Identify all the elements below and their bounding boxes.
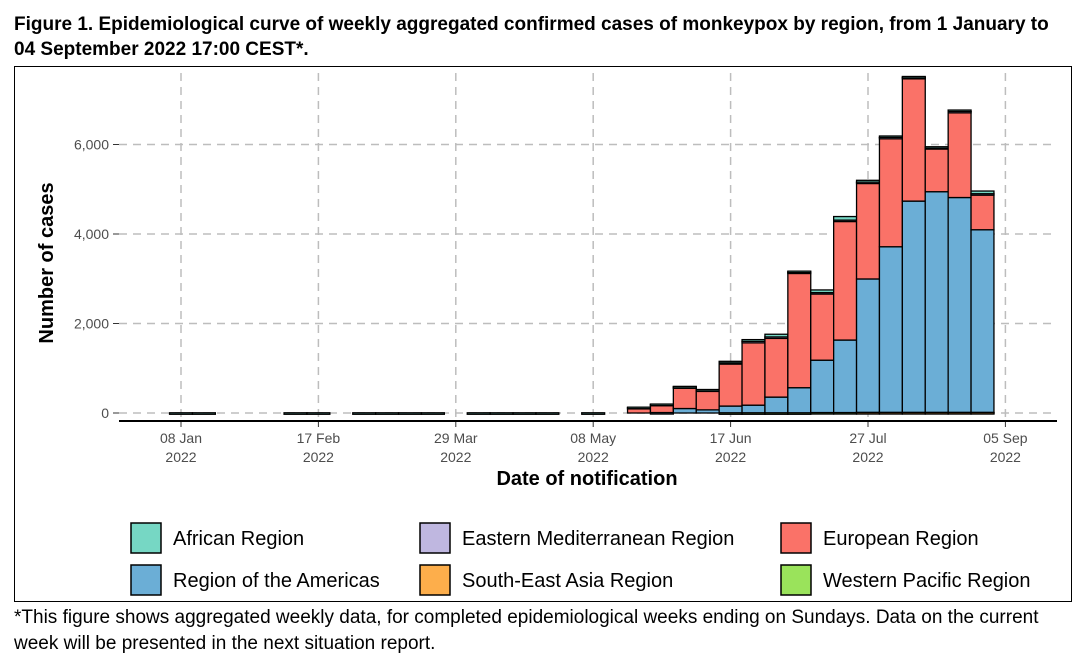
x-tick-label-year: 2022 [303, 449, 334, 465]
bar-segment [672, 407, 697, 414]
bar-segment [764, 333, 789, 338]
bar-segment [833, 339, 858, 414]
bar-segment [695, 388, 720, 392]
bar-segment [855, 278, 881, 413]
legend-label: African Region [173, 528, 304, 550]
legend-swatch [419, 522, 451, 554]
figure-caption: Figure 1. Epidemiological curve of weekl… [14, 14, 1049, 60]
legend-swatch [780, 564, 812, 596]
x-tick-label: 17 Feb [297, 430, 341, 446]
bar-segment [718, 360, 743, 364]
bar-segment [466, 412, 491, 415]
bar-segment [924, 146, 949, 149]
bar-segment [718, 362, 743, 407]
bar-segment [649, 403, 675, 407]
legend-label: European Region [823, 528, 979, 550]
legend-label: South-East Asia Region [462, 570, 673, 592]
bar-segment [901, 75, 926, 79]
bar-segment [970, 193, 995, 231]
legend: African Region Eastern Mediterranean Regi… [130, 522, 1031, 596]
legend-label: Western Pacific Region [823, 570, 1031, 592]
figure-frame: 0 2,000 4,000 6,000 08 Jan 2022 17 Feb 2022 29 M… [14, 66, 1072, 602]
x-tick-label: 08 May [570, 430, 616, 446]
x-tick-label-year: 2022 [990, 449, 1021, 465]
x-tick-label: 17 Jun [710, 430, 752, 446]
x-tick-label: 05 Sep [983, 430, 1028, 446]
bar-segment [512, 412, 537, 415]
bar-segment [924, 191, 949, 413]
bar-segment [810, 292, 835, 361]
bar-segment [833, 219, 858, 341]
bar-segment [741, 340, 766, 406]
bar-segment [191, 412, 216, 415]
bar-segment [168, 412, 194, 415]
bar-segment [741, 338, 766, 343]
bar-segment [855, 179, 881, 183]
bar-segment [718, 405, 743, 414]
bar-stacks [168, 75, 995, 415]
bar-segment [947, 110, 972, 199]
bar-segment [810, 289, 835, 294]
y-tick-label: 0 [101, 405, 109, 421]
x-tick-label: 29 Mar [434, 430, 478, 446]
x-tick-label-year: 2022 [440, 449, 471, 465]
x-tick-label-year: 2022 [578, 449, 609, 465]
y-axis-title: Number of cases [36, 182, 58, 343]
bar-segment [352, 412, 377, 415]
bar-segment [787, 387, 812, 414]
bar-segment [764, 336, 789, 398]
legend-swatch [419, 564, 451, 596]
bar-segment [878, 246, 904, 413]
x-tick-label-year: 2022 [165, 449, 196, 465]
bar-segment [901, 76, 926, 202]
axes: 0 2,000 4,000 6,000 08 Jan 2022 17 Feb 2022 29 M… [36, 137, 1057, 490]
y-tick-label: 6,000 [74, 137, 109, 153]
bar-segment [833, 215, 858, 221]
bar-segment [420, 412, 446, 415]
bar-segment [787, 271, 812, 389]
bar-segment [901, 200, 926, 413]
bar-segment [489, 412, 514, 415]
y-tick-label: 4,000 [74, 226, 109, 242]
bar-segment [283, 412, 308, 415]
figure-footnote: *This figure shows aggregated weekly dat… [14, 607, 1039, 654]
legend-swatch [780, 522, 812, 554]
x-tick-label-year: 2022 [852, 449, 883, 465]
legend-swatch [130, 522, 162, 554]
bar-segment [374, 412, 400, 415]
x-tick-label: 27 Jul [849, 430, 886, 446]
x-tick-label: 08 Jan [160, 430, 202, 446]
bar-segment [810, 359, 835, 414]
bar-segment [924, 147, 949, 193]
bar-segment [787, 270, 812, 274]
bar-segment [535, 412, 560, 415]
bar-segment [741, 404, 766, 414]
bar-segment [855, 181, 881, 280]
bar-segment [970, 229, 995, 413]
legend-swatch [130, 564, 162, 596]
bar-segment [764, 396, 789, 414]
bar-segment [581, 412, 606, 415]
x-tick-label-year: 2022 [715, 449, 746, 465]
bar-segment [306, 412, 331, 415]
legend-label: Region of the Americas [173, 570, 380, 592]
bar-segment [947, 196, 972, 413]
bar-segment [672, 385, 697, 389]
bar-segment [878, 135, 904, 139]
x-axis-title: Date of notification [496, 468, 677, 490]
bar-segment [970, 190, 995, 195]
legend-label: Eastern Mediterranean Region [462, 528, 734, 550]
bar-segment [695, 389, 720, 411]
bar-segment [947, 109, 972, 113]
bar-segment [672, 386, 697, 410]
bar-segment [626, 406, 652, 410]
y-tick-label: 2,000 [74, 316, 109, 332]
epidemic-curve-chart: 0 2,000 4,000 6,000 08 Jan 2022 17 Feb 2022 29 M… [36, 73, 1057, 596]
bar-segment [397, 412, 423, 415]
bar-segment [878, 136, 904, 248]
